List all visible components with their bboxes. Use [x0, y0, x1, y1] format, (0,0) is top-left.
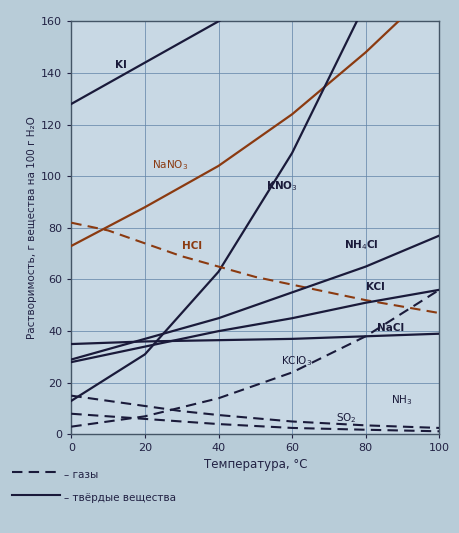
- Y-axis label: Растворимость, г вещества на 100 г H₂O: Растворимость, г вещества на 100 г H₂O: [27, 116, 37, 340]
- Text: NH$_3$: NH$_3$: [391, 393, 412, 407]
- Text: SO$_2$: SO$_2$: [336, 411, 356, 425]
- Text: NaNO$_3$: NaNO$_3$: [152, 158, 188, 172]
- Text: KCl: KCl: [365, 282, 384, 292]
- Text: KNO$_3$: KNO$_3$: [266, 179, 297, 193]
- Text: KI: KI: [115, 60, 127, 70]
- Text: KClO$_3$: KClO$_3$: [280, 354, 312, 368]
- Text: NaCl: NaCl: [376, 323, 403, 333]
- Text: HCl: HCl: [181, 240, 201, 251]
- X-axis label: Температура, °C: Температура, °C: [203, 458, 307, 471]
- Text: – твёрдые вещества: – твёрдые вещества: [64, 493, 176, 503]
- Text: NH$_4$Cl: NH$_4$Cl: [343, 238, 377, 252]
- Text: – газы: – газы: [64, 470, 98, 480]
